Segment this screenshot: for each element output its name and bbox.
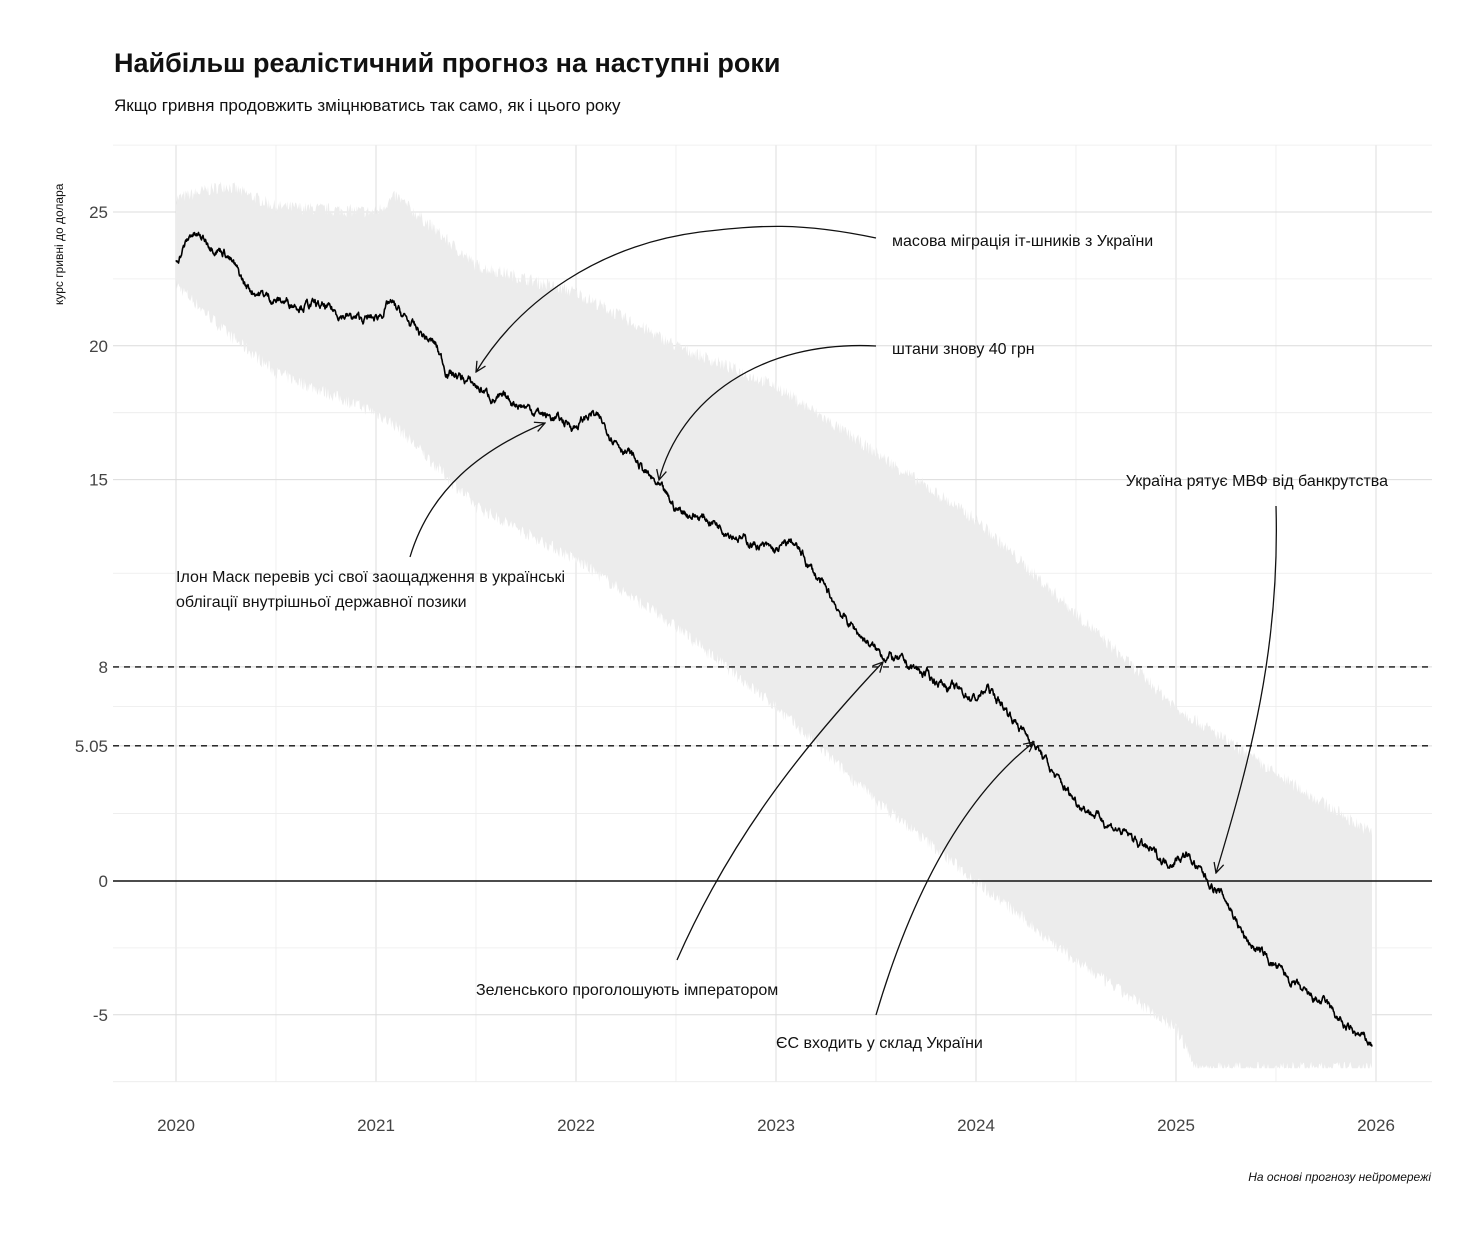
y-tick-label: 0 [99,872,108,891]
x-tick-label: 2026 [1357,1116,1395,1135]
annotation-imf: Україна рятує МВФ від банкрутства [1126,473,1388,873]
y-tick-label: 8 [99,658,108,677]
annotation-text: ЄС входить у склад України [776,1035,983,1052]
caption: На основі прогнозу нейромережі [1248,1170,1431,1184]
series-line [175,231,1373,1047]
x-tick-label: 2025 [1157,1116,1195,1135]
annotation-arrow [676,662,883,961]
chart-title: Найбільш реалістичний прогноз на наступн… [114,48,780,78]
annotation-arrow [409,423,545,558]
axis-ticks: 25 20 15 8 5.05 0 -5 2020 2021 2022 2023 2024 2025 20… [75,203,1395,1135]
y-tick-label: 20 [89,337,108,356]
annotation-emperor: Зеленського проголошують імператором [476,662,883,999]
annotation-text: Зеленського проголошують імператором [476,982,778,999]
x-tick-label: 2023 [757,1116,795,1135]
reference-lines [113,666,1432,882]
chart-subtitle: Якщо гривня продовжить зміцнюватись так … [114,96,621,115]
x-tick-label: 2024 [957,1116,995,1135]
annotation-it-migration: масова міграція іт-шників з України [476,225,1153,372]
y-tick-label: 25 [89,203,108,222]
annotation-text: Ілон Маск перевів усі свої заощадження в… [176,569,565,586]
y-axis-label: курс гривні до долара [52,183,66,305]
x-tick-label: 2022 [557,1116,595,1135]
annotation-eu: ЄС входить у склад України [776,742,1034,1052]
confidence-band [176,181,1372,1069]
annotation-text: штани знову 40 грн [892,341,1035,358]
x-tick-label: 2020 [157,1116,195,1135]
annotation-arrow [659,344,877,480]
y-tick-label: -5 [93,1006,108,1025]
annotation-arrow [875,742,1034,1016]
annotation-text: облігації внутрішньої державної позики [176,594,467,611]
y-tick-label: 15 [89,471,108,490]
x-tick-label: 2021 [357,1116,395,1135]
annotation-pants: штани знову 40 грн [659,341,1035,480]
y-tick-label: 5.05 [75,737,108,756]
annotation-musk: Ілон Маск перевів усі свої заощадження в… [176,423,565,611]
annotation-arrow [476,225,877,372]
annotation-text: Україна рятує МВФ від банкрутства [1126,473,1388,490]
annotation-arrow [1216,505,1277,873]
annotation-text: масова міграція іт-шників з України [892,233,1153,250]
